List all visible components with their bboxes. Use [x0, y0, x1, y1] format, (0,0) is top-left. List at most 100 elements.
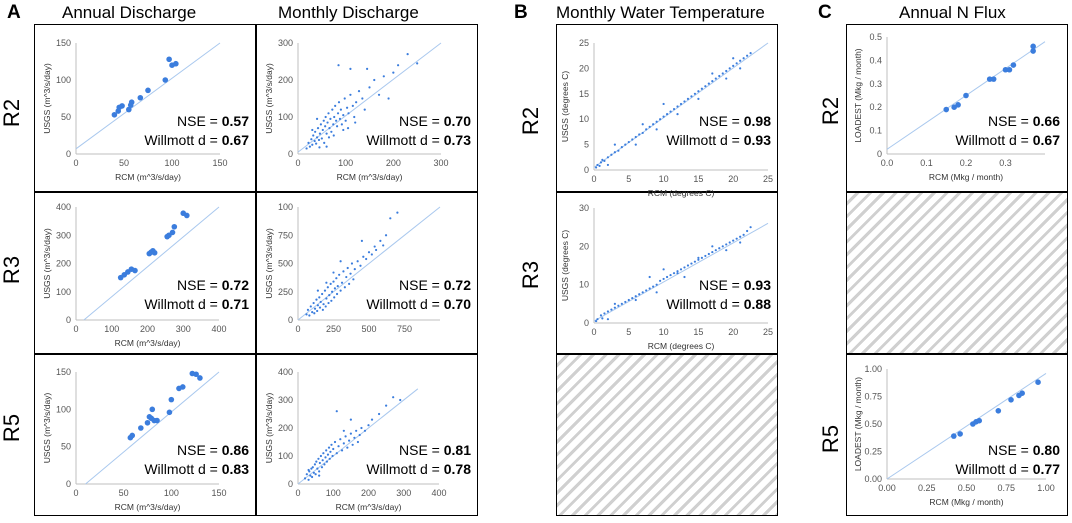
data-point: [634, 143, 637, 146]
data-point: [1030, 43, 1036, 50]
x-tick-label: 10: [659, 327, 669, 337]
data-point: [389, 217, 392, 220]
data-point: [318, 296, 321, 299]
data-point: [330, 290, 334, 293]
data-point: [342, 442, 345, 445]
data-point: [149, 406, 156, 413]
data-point: [311, 128, 314, 132]
data-point: [1002, 66, 1009, 73]
data-point: [339, 260, 342, 263]
y-tick-label: 50: [61, 112, 71, 122]
data-point: [316, 467, 319, 470]
x-tick-label: 200: [140, 324, 155, 334]
data-point: [373, 78, 376, 82]
data-point: [307, 478, 310, 481]
data-point: [313, 139, 316, 143]
data-point: [330, 443, 333, 446]
data-point: [749, 226, 752, 229]
x-tick-label: 0.2: [960, 158, 973, 168]
data-point: [332, 123, 335, 126]
data-point: [645, 289, 648, 292]
data-point: [166, 56, 172, 63]
data-point: [333, 440, 337, 444]
data-point: [325, 281, 328, 284]
y-tick-label: 150: [56, 38, 71, 48]
box-a-r5-annual: [34, 354, 256, 516]
data-point: [345, 106, 349, 109]
data-point: [316, 127, 320, 130]
x-tick-label: 100: [164, 158, 179, 168]
data-point: [137, 94, 144, 101]
data-point: [335, 125, 339, 128]
willmott-d-stat: Willmott d = 0.70: [366, 296, 471, 312]
data-point: [171, 223, 178, 230]
data-point: [313, 463, 317, 466]
data-point: [732, 64, 735, 67]
box-b-r2: [556, 24, 778, 192]
x-tick-label: 200: [386, 158, 401, 168]
data-point: [329, 450, 332, 453]
data-point: [349, 67, 352, 70]
data-point: [648, 125, 651, 128]
nse-stat: NSE = 0.72: [399, 277, 471, 293]
data-point: [335, 292, 339, 296]
data-point: [349, 272, 352, 275]
data-point: [327, 446, 331, 449]
data-point: [334, 104, 337, 107]
data-point: [711, 245, 714, 248]
data-point: [739, 59, 742, 62]
panel-letter-b: B: [514, 2, 528, 23]
data-point: [311, 475, 314, 479]
x-tick-label: 400: [211, 324, 226, 334]
data-point: [169, 229, 176, 236]
data-point: [132, 267, 138, 274]
data-point: [325, 145, 328, 148]
data-point: [382, 75, 385, 78]
data-point: [352, 278, 355, 281]
data-point: [613, 151, 616, 154]
data-point: [613, 143, 616, 146]
y-tick-label: 20: [579, 241, 589, 251]
y-tick-label: 400: [56, 202, 71, 212]
data-point: [329, 282, 332, 285]
data-point: [318, 146, 321, 149]
data-point: [686, 97, 690, 100]
data-point: [358, 433, 361, 437]
data-point: [368, 86, 371, 89]
data-point: [742, 233, 745, 236]
x-tick-label: 500: [361, 324, 376, 334]
data-point: [337, 64, 340, 67]
data-point: [145, 87, 151, 94]
y-tick-label: 0: [584, 165, 589, 175]
x-tick-label: 0.0: [881, 158, 894, 168]
data-point: [957, 431, 963, 437]
data-point: [721, 245, 724, 248]
data-point: [1035, 379, 1041, 386]
data-point: [676, 270, 679, 273]
y-tick-label: 0: [877, 149, 882, 159]
data-point: [373, 245, 376, 248]
data-point: [624, 143, 627, 146]
data-point: [363, 429, 367, 432]
data-point: [1008, 397, 1014, 403]
data-point: [361, 97, 364, 100]
data-point: [325, 460, 329, 463]
data-point: [335, 277, 338, 280]
data-point: [323, 463, 326, 466]
data-point: [641, 131, 644, 135]
data-point: [325, 449, 328, 452]
data-point: [693, 92, 697, 95]
x-tick-label: 0: [295, 488, 300, 498]
data-point: [392, 71, 395, 74]
data-point: [382, 244, 385, 247]
y-tick-label: 15: [579, 89, 589, 99]
data-point: [1030, 48, 1036, 54]
data-point: [725, 243, 728, 246]
data-point: [995, 408, 1002, 414]
x-tick-label: 100: [326, 488, 341, 498]
nse-stat: NSE = 0.80: [988, 442, 1060, 458]
data-point: [601, 158, 604, 161]
data-point: [339, 289, 342, 292]
y-tick-label: 0: [66, 149, 71, 159]
